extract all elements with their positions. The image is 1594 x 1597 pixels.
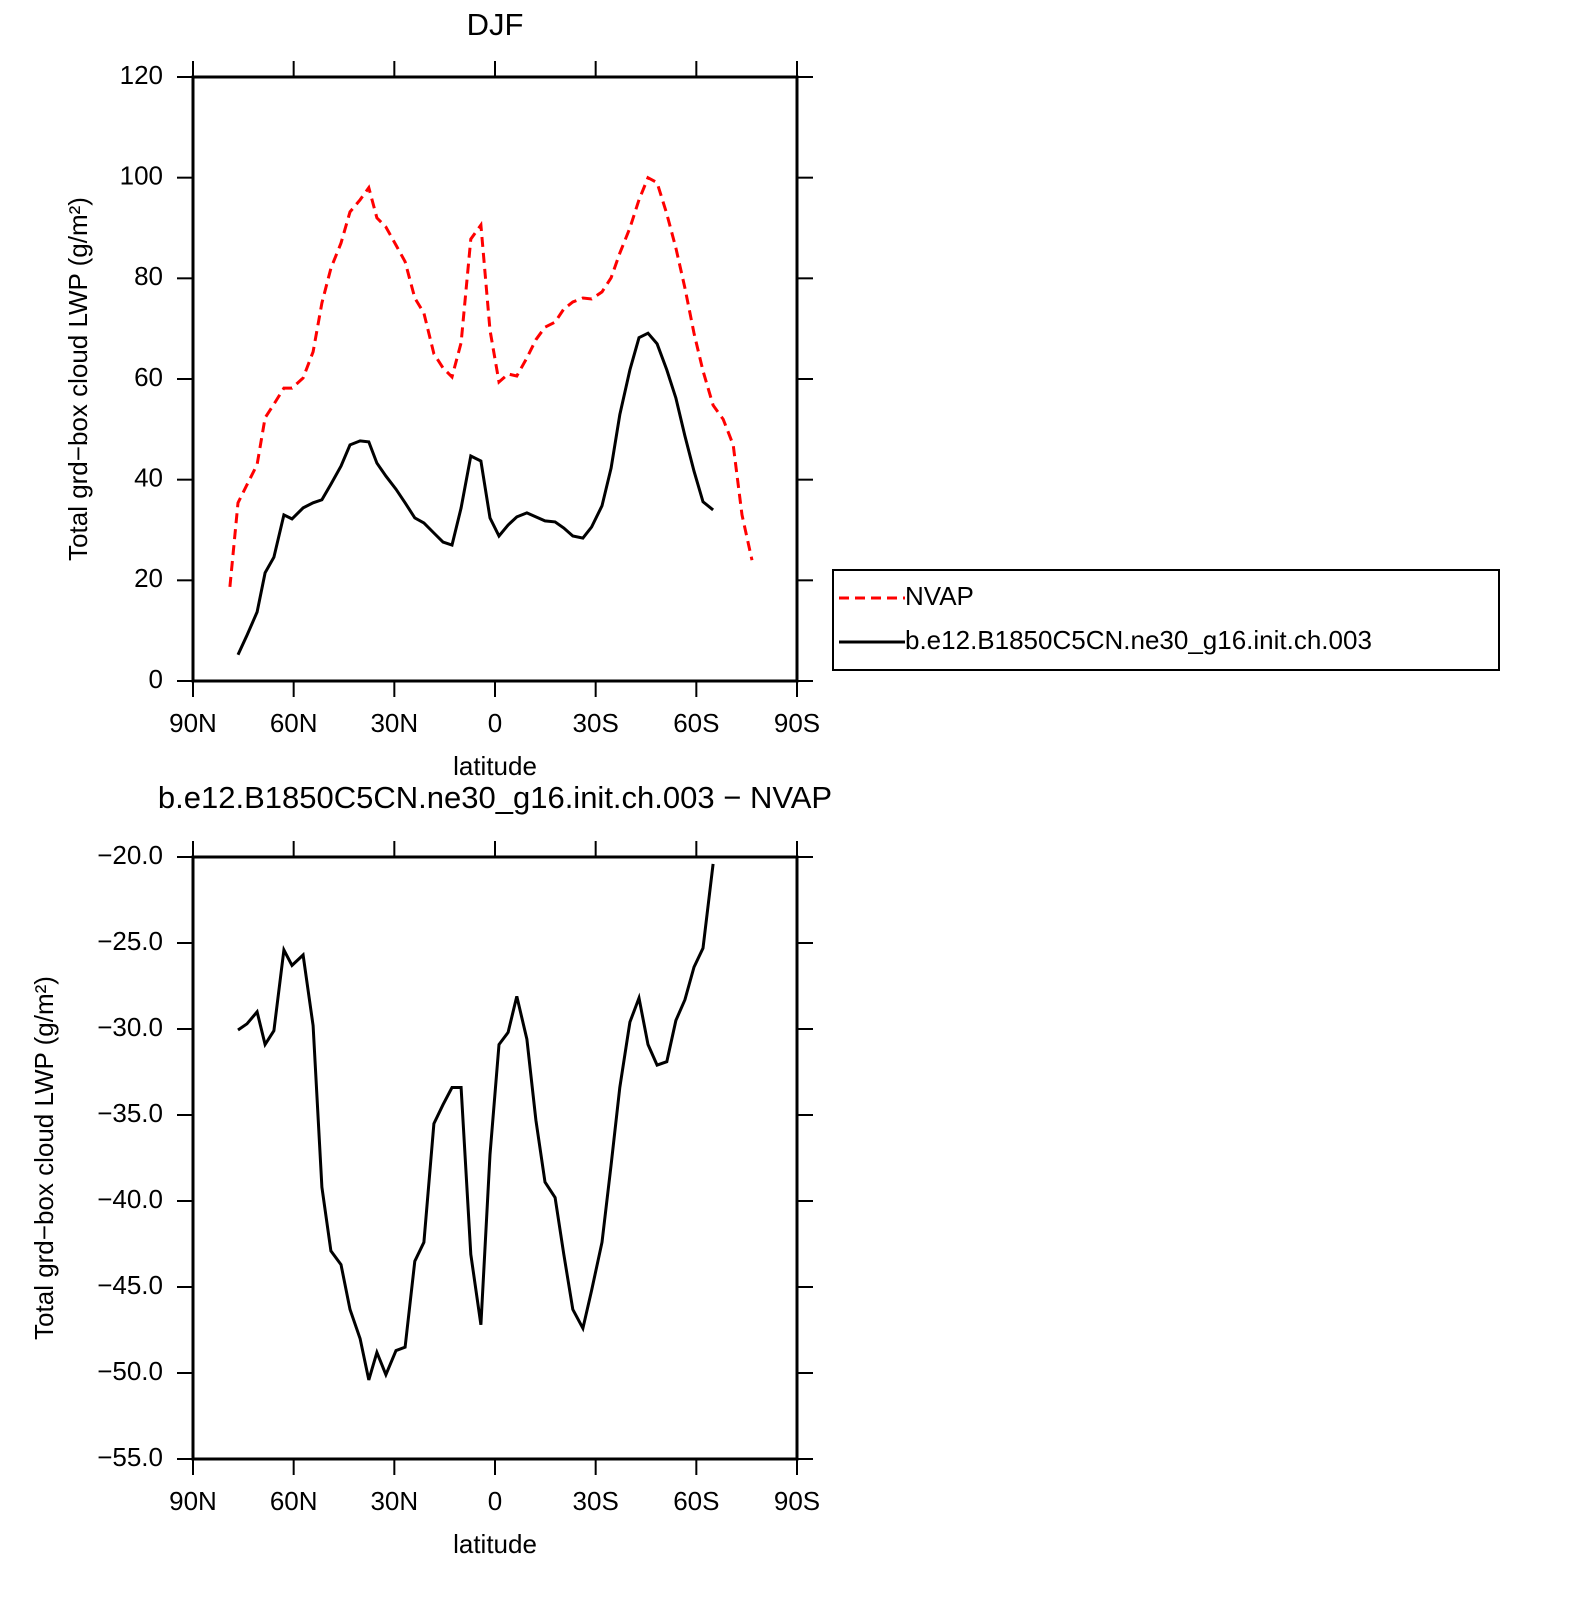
y-tick-label: −50.0 [97, 1356, 163, 1386]
y-tick-label: −35.0 [97, 1098, 163, 1128]
x-tick-label: 30N [370, 708, 418, 738]
y-tick-label: 120 [120, 60, 163, 90]
x-tick-label: 0 [488, 1486, 502, 1516]
x-tick-label: 60N [270, 708, 318, 738]
y-tick-label: −45.0 [97, 1270, 163, 1300]
x-tick-label: 60S [673, 1486, 719, 1516]
y-tick-label: −25.0 [97, 926, 163, 956]
x-axis-label: latitude [453, 751, 537, 781]
x-tick-label: 30N [370, 1486, 418, 1516]
y-axis-label: Total grd−box cloud LWP (g/m²) [29, 976, 59, 1340]
legend-label: b.e12.B1850C5CN.ne30_g16.init.ch.003 [905, 625, 1372, 655]
y-tick-label: −20.0 [97, 840, 163, 870]
y-tick-label: 20 [134, 563, 163, 593]
data-line [236, 331, 715, 656]
y-tick-label: −30.0 [97, 1012, 163, 1042]
x-tick-label: 60S [673, 708, 719, 738]
y-tick-label: 40 [134, 463, 163, 493]
y-tick-label: 0 [149, 664, 163, 694]
chart-title: b.e12.B1850C5CN.ne30_g16.init.ch.003 − N… [158, 780, 832, 815]
legend-label: NVAP [905, 581, 974, 611]
x-tick-label: 90N [169, 708, 217, 738]
y-tick-label: 80 [134, 261, 163, 291]
data-line [228, 175, 754, 588]
x-tick-label: 90N [169, 1486, 217, 1516]
legend-frame [832, 569, 1500, 671]
y-tick-label: 60 [134, 362, 163, 392]
x-tick-label: 90S [774, 1486, 820, 1516]
y-tick-label: −40.0 [97, 1184, 163, 1214]
y-tick-label: 100 [120, 161, 163, 191]
x-tick-label: 90S [774, 708, 820, 738]
data-line [237, 863, 715, 1381]
x-axis-label: latitude [453, 1529, 537, 1559]
y-tick-label: −55.0 [97, 1442, 163, 1472]
x-tick-label: 0 [488, 708, 502, 738]
chart-title: DJF [467, 7, 524, 42]
y-axis-label: Total grd−box cloud LWP (g/m²) [63, 197, 93, 561]
x-tick-label: 30S [573, 1486, 619, 1516]
x-tick-label: 30S [573, 708, 619, 738]
x-tick-label: 60N [270, 1486, 318, 1516]
